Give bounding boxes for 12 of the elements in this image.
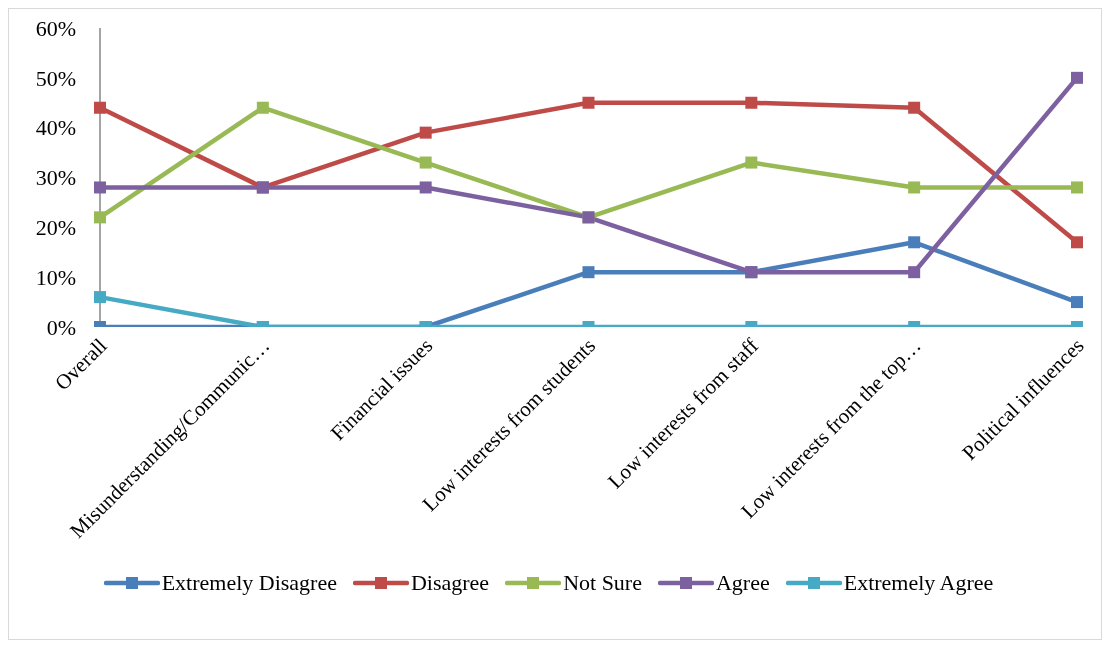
y-tick-label: 40% [35,115,76,141]
legend-label: Agree [715,570,770,596]
y-tick-label: 10% [35,264,76,290]
legend-label: Not Sure [563,570,642,596]
legend-label: Extremely Disagree [161,570,337,596]
y-tick-label: 0% [46,314,76,340]
legend-label: Disagree [410,570,490,596]
y-tick-label: 50% [35,65,76,91]
legend-label: Extremely Agree [843,570,994,596]
y-tick-label: 20% [35,215,76,241]
y-tick-label: 30% [35,165,76,191]
y-tick-label: 60% [35,15,76,41]
